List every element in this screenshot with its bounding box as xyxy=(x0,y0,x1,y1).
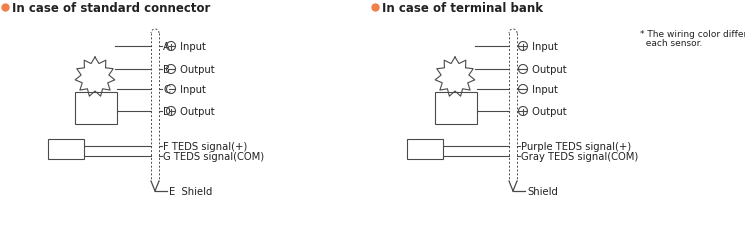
Text: Gray TEDS signal(COM): Gray TEDS signal(COM) xyxy=(521,151,638,161)
Bar xyxy=(75,93,117,124)
Text: each sensor.: each sensor. xyxy=(640,39,703,48)
Text: B: B xyxy=(163,65,170,75)
Text: Input: Input xyxy=(177,42,206,52)
Bar xyxy=(48,139,84,159)
Bar xyxy=(435,93,477,124)
Text: In case of terminal bank: In case of terminal bank xyxy=(382,2,543,14)
Text: A: A xyxy=(163,42,170,52)
Text: In case of standard connector: In case of standard connector xyxy=(12,2,210,14)
Text: Output: Output xyxy=(177,106,215,117)
Text: TEDS: TEDS xyxy=(54,145,77,154)
Text: E  Shield: E Shield xyxy=(169,186,212,196)
Text: Output: Output xyxy=(177,65,215,75)
Text: G TEDS signal(COM): G TEDS signal(COM) xyxy=(163,151,264,161)
Text: Output: Output xyxy=(529,106,567,117)
Text: D: D xyxy=(163,106,171,117)
Text: TEDS: TEDS xyxy=(413,145,437,154)
Text: Output: Output xyxy=(529,65,567,75)
Text: Input: Input xyxy=(177,85,206,95)
Text: C: C xyxy=(163,85,170,95)
Text: * The wiring color differs for: * The wiring color differs for xyxy=(640,30,745,39)
Text: Input: Input xyxy=(529,42,558,52)
Text: Shield: Shield xyxy=(527,186,558,196)
Text: F TEDS signal(+): F TEDS signal(+) xyxy=(163,141,247,151)
Text: Purple TEDS signal(+): Purple TEDS signal(+) xyxy=(521,141,631,151)
Bar xyxy=(407,139,443,159)
Text: Input: Input xyxy=(529,85,558,95)
